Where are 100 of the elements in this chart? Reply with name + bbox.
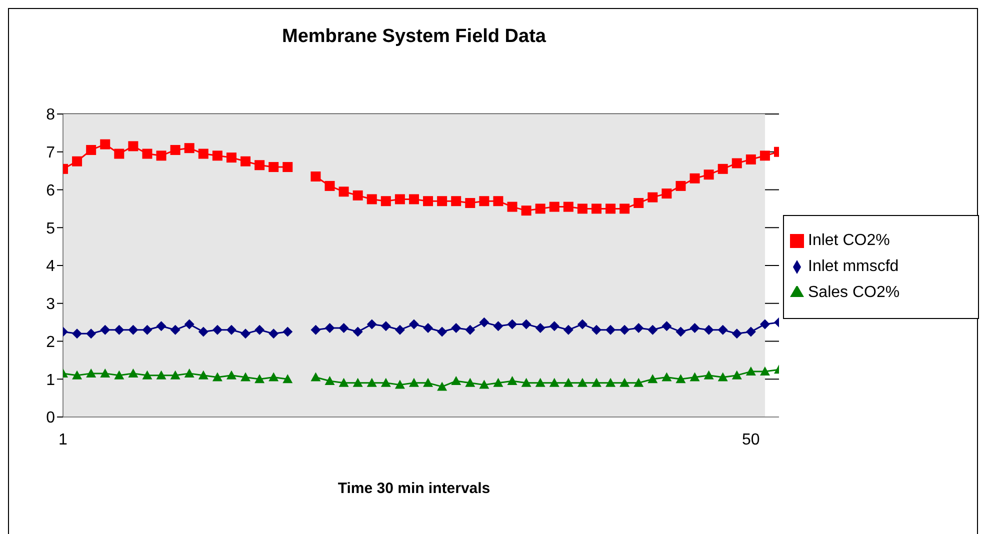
point — [240, 372, 251, 382]
point — [128, 368, 138, 378]
legend-label: Sales CO2% — [808, 284, 900, 301]
point — [479, 317, 490, 328]
point — [198, 370, 208, 380]
point — [591, 378, 602, 387]
point — [760, 319, 770, 330]
y-tick-label: 0 — [46, 410, 56, 427]
point — [507, 376, 518, 386]
point — [746, 326, 756, 337]
point — [86, 368, 96, 378]
point — [156, 321, 166, 332]
point — [423, 378, 434, 387]
point — [156, 370, 166, 380]
point — [72, 328, 82, 339]
point — [662, 372, 672, 382]
point — [394, 324, 405, 335]
point — [493, 378, 504, 387]
point — [366, 378, 377, 387]
point — [254, 374, 265, 384]
point — [746, 366, 756, 376]
point — [198, 326, 208, 337]
point — [184, 319, 194, 330]
point — [338, 378, 349, 387]
point — [563, 378, 574, 387]
point — [170, 324, 180, 335]
point — [437, 382, 448, 391]
x-axis-title: Time 30 min intervals — [336, 480, 492, 497]
point — [507, 319, 518, 330]
point — [184, 368, 194, 378]
point — [521, 378, 532, 387]
point — [465, 324, 476, 335]
point — [408, 378, 419, 387]
y-tick-label: 6 — [46, 182, 56, 200]
point — [620, 378, 630, 387]
legend-label: Inlet mmscfd — [808, 258, 899, 275]
point — [690, 322, 700, 333]
point — [142, 370, 152, 380]
point — [549, 378, 560, 387]
point — [72, 370, 82, 380]
chart-title: Membrane System Field Data — [281, 26, 547, 48]
point — [142, 324, 152, 335]
point — [606, 324, 616, 335]
point — [760, 366, 770, 376]
point — [212, 324, 222, 335]
point — [86, 328, 96, 339]
point — [394, 380, 405, 389]
point — [563, 324, 574, 335]
point — [310, 372, 321, 382]
point — [634, 322, 644, 333]
y-tick-label: 7 — [46, 144, 56, 162]
point — [114, 324, 124, 335]
point — [408, 319, 419, 330]
point — [240, 328, 251, 339]
point — [114, 370, 124, 380]
y-tick-label: 5 — [46, 220, 56, 238]
point — [577, 319, 588, 330]
point — [662, 321, 672, 332]
point — [170, 370, 180, 380]
point — [310, 324, 321, 335]
point — [324, 322, 335, 333]
x-tick-label: 50 — [742, 431, 760, 448]
point — [451, 376, 462, 386]
point — [226, 324, 236, 335]
point — [423, 322, 434, 333]
point — [676, 326, 686, 337]
point — [226, 370, 236, 380]
y-tick-label: 8 — [46, 106, 56, 124]
y-tick-label: 2 — [46, 334, 56, 351]
point — [366, 319, 377, 330]
point — [606, 378, 616, 387]
point — [324, 376, 335, 386]
point — [268, 328, 279, 339]
point — [268, 372, 279, 382]
point — [676, 374, 686, 384]
point — [479, 380, 490, 389]
legend-label: Inlet CO2% — [808, 232, 890, 249]
point — [437, 326, 448, 337]
point — [282, 326, 293, 337]
point — [718, 324, 728, 335]
point — [212, 372, 222, 382]
point — [549, 321, 560, 332]
y-tick-label: 4 — [46, 258, 56, 276]
point — [451, 322, 462, 333]
point — [128, 324, 138, 335]
point — [591, 324, 602, 335]
point — [732, 328, 742, 339]
point — [620, 324, 630, 335]
point — [690, 372, 700, 382]
point — [100, 324, 110, 335]
point — [704, 324, 714, 335]
point — [704, 370, 714, 380]
y-tick-label: 3 — [46, 296, 56, 314]
point — [282, 374, 293, 384]
point — [380, 321, 391, 332]
point — [338, 322, 349, 333]
point — [535, 322, 546, 333]
point — [352, 378, 363, 387]
point — [100, 368, 110, 378]
point — [718, 372, 728, 382]
